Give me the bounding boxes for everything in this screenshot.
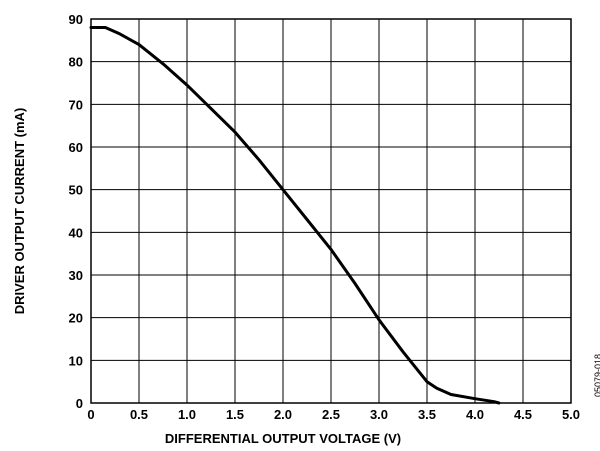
figure-id-label: 05079-018 xyxy=(593,354,600,397)
y-tick-label: 20 xyxy=(69,311,83,326)
y-tick-label: 30 xyxy=(69,268,83,283)
grid-lines xyxy=(90,18,572,404)
x-tick-label: 3.5 xyxy=(418,407,436,422)
x-tick-label: 2.0 xyxy=(274,407,292,422)
x-tick-label: 1.0 xyxy=(178,407,196,422)
x-axis-title: DIFFERENTIAL OUTPUT VOLTAGE (V) xyxy=(165,431,401,446)
y-tick-label: 40 xyxy=(69,225,83,240)
y-tick-label: 70 xyxy=(69,97,83,112)
y-tick-label: 90 xyxy=(69,12,83,27)
x-tick-label: 4.0 xyxy=(466,407,484,422)
series-line xyxy=(89,26,501,405)
x-tick-label: 3.0 xyxy=(370,407,388,422)
y-tick-labels: 0 10 20 30 40 50 60 70 80 90 xyxy=(69,12,83,411)
x-tick-label: 1.5 xyxy=(226,407,244,422)
x-tick-labels: 0 0.5 1.0 1.5 2.0 2.5 3.0 3.5 4.0 4.5 5.0 xyxy=(87,407,580,422)
x-tick-label: 0 xyxy=(87,407,94,422)
x-tick-label: 0.5 xyxy=(130,407,148,422)
y-tick-label: 60 xyxy=(69,140,83,155)
plot-frame xyxy=(90,18,572,404)
y-tick-label: 80 xyxy=(69,55,83,70)
y-axis-title: DRIVER OUTPUT CURRENT (mA) xyxy=(12,108,27,315)
y-tick-label: 10 xyxy=(69,353,83,368)
x-tick-label: 2.5 xyxy=(322,407,340,422)
x-tick-label: 5.0 xyxy=(562,407,580,422)
x-tick-label: 4.5 xyxy=(514,407,532,422)
y-tick-label: 0 xyxy=(76,396,83,411)
series-layer xyxy=(89,26,501,405)
plot-border xyxy=(90,18,572,404)
y-tick-label: 50 xyxy=(69,183,83,198)
